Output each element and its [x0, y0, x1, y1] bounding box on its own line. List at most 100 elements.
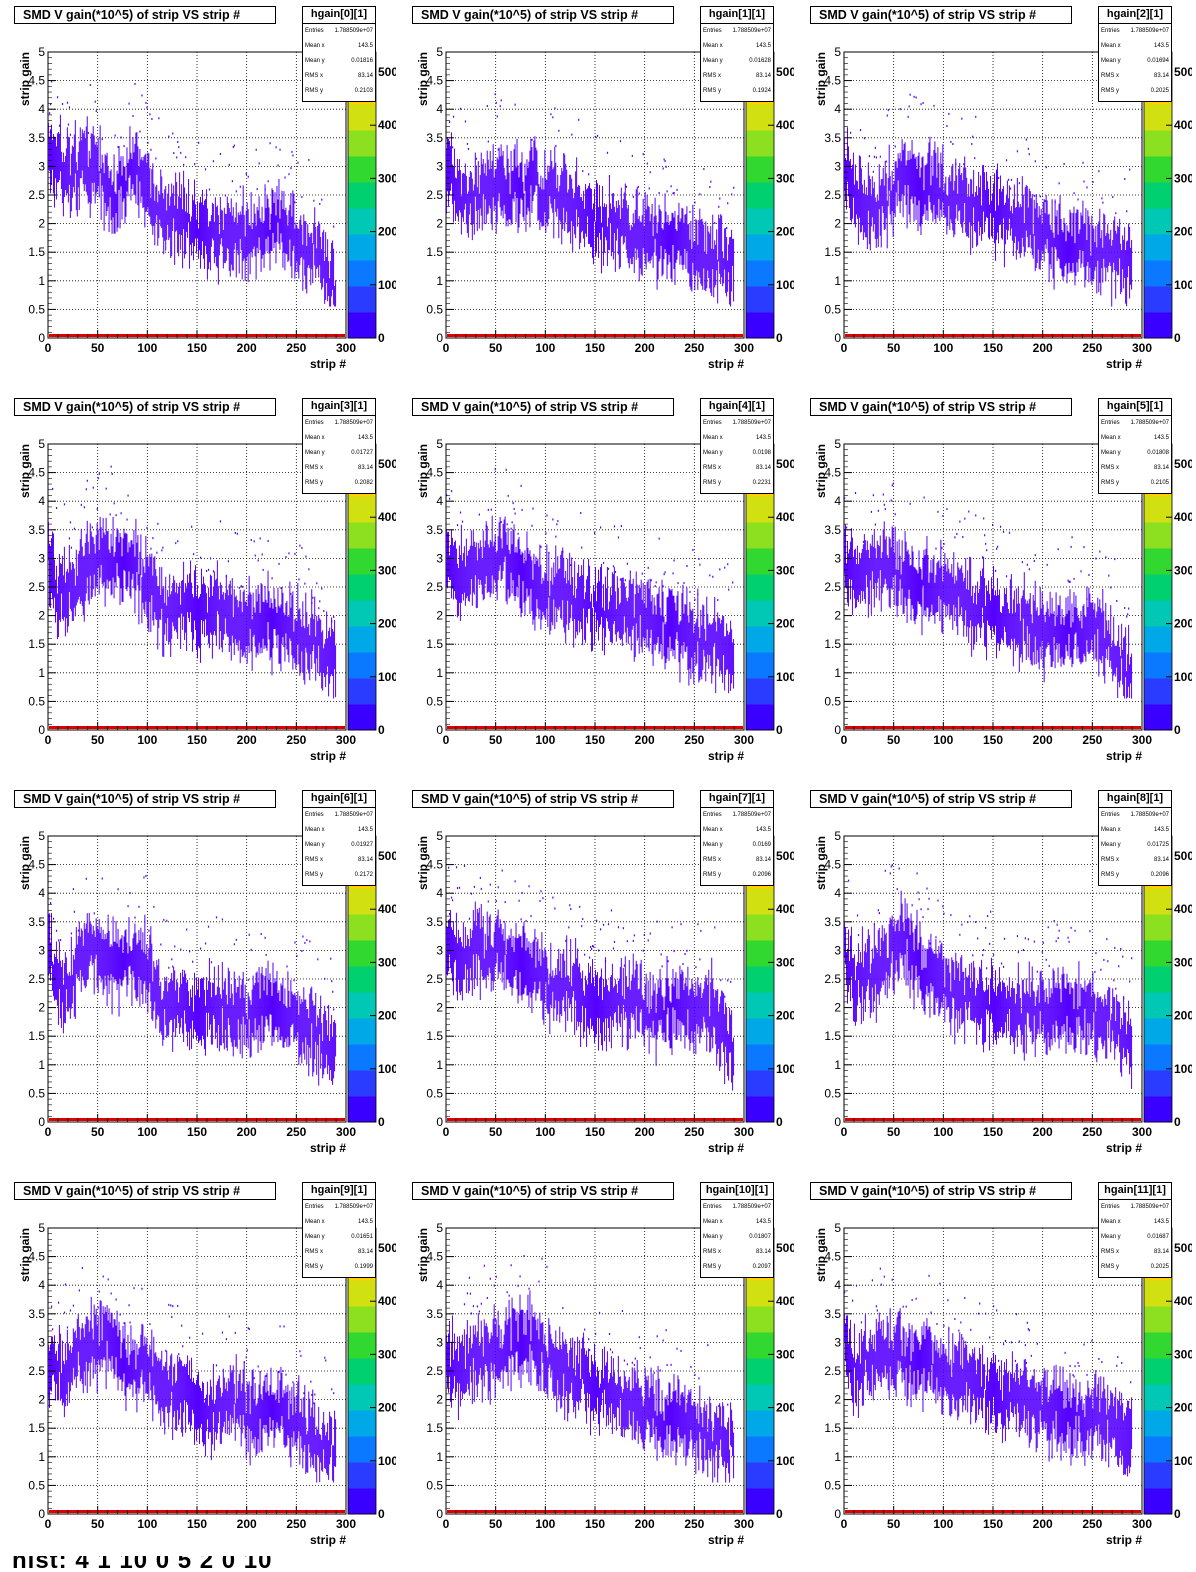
- y-tick-label: 2: [38, 609, 45, 623]
- data-point: [581, 197, 583, 233]
- data-point: [569, 174, 571, 232]
- stats-key: Mean x: [1101, 435, 1121, 441]
- data-point: [534, 136, 536, 192]
- data-point: [236, 599, 238, 643]
- y-tick-label: 4: [436, 102, 443, 116]
- histogram-panel: 0 50 100 150 200 250 300 0 0.5 1 1.5 2 2.5 3 3.5 4 4.5 5 s…: [0, 1176, 406, 1568]
- data-point: [318, 614, 320, 646]
- data-point: [871, 176, 873, 218]
- data-point: [866, 938, 868, 986]
- data-point: [280, 983, 282, 1041]
- data-point: [295, 222, 297, 272]
- data-point: [653, 990, 655, 1039]
- data-point: [53, 1335, 55, 1382]
- data-point: [109, 171, 111, 198]
- data-point: [89, 1320, 91, 1387]
- stats-key: Entries: [305, 28, 324, 34]
- data-point: [97, 477, 99, 480]
- data-point: [152, 575, 154, 621]
- data-point: [920, 167, 922, 235]
- data-point: [321, 1022, 323, 1054]
- x-tick-label: 0: [841, 341, 848, 355]
- data-point: [626, 208, 628, 258]
- stats-row-rms-x: RMS x 83.14: [1099, 461, 1171, 476]
- data-point: [310, 988, 312, 1059]
- data-point: [274, 978, 276, 1031]
- data-point: [1007, 178, 1010, 181]
- data-point: [510, 527, 512, 530]
- data-point: [993, 183, 994, 218]
- data-point: [921, 579, 923, 636]
- data-point: [1028, 961, 1030, 1028]
- data-point: [887, 109, 889, 112]
- data-point: [110, 1312, 112, 1371]
- data-point: [971, 179, 973, 226]
- data-point: [54, 1353, 56, 1401]
- data-point: [325, 1011, 327, 1068]
- data-point: [215, 916, 218, 919]
- data-point: [592, 959, 594, 1026]
- data-point: [1098, 170, 1100, 173]
- data-point: [722, 991, 724, 1042]
- y-tick-label: 2.5: [28, 188, 45, 202]
- data-point: [127, 552, 129, 588]
- data-point: [631, 974, 633, 1018]
- data-point: [1000, 191, 1002, 239]
- data-point: [109, 513, 111, 516]
- data-point: [589, 972, 591, 1035]
- data-point: [463, 865, 466, 868]
- color-bar-tick-label: 400: [776, 510, 796, 524]
- data-point: [906, 551, 908, 624]
- data-point: [99, 933, 101, 977]
- data-point: [210, 215, 212, 247]
- data-point: [1070, 982, 1072, 1045]
- data-point: [862, 193, 864, 240]
- data-point: [924, 555, 926, 611]
- data-point: [946, 958, 948, 1010]
- data-point: [297, 161, 299, 164]
- data-point: [917, 949, 919, 998]
- data-point: [1016, 603, 1018, 648]
- data-point: [729, 632, 731, 674]
- data-point: [623, 999, 625, 1021]
- data-point: [634, 594, 636, 658]
- data-point: [1016, 935, 1019, 938]
- data-point: [940, 944, 942, 1009]
- data-point: [103, 1313, 105, 1358]
- data-point: [149, 1323, 151, 1326]
- data-point: [725, 228, 727, 294]
- data-point: [860, 962, 862, 1025]
- data-point: [96, 146, 98, 193]
- data-point: [1104, 214, 1106, 268]
- data-point: [864, 540, 866, 604]
- y-tick-label: 2: [436, 217, 443, 231]
- data-point: [961, 172, 963, 228]
- stats-value: 1.788509e+07: [334, 28, 373, 34]
- data-point: [107, 914, 109, 917]
- data-point: [658, 587, 660, 654]
- data-point: [512, 502, 514, 505]
- data-point: [199, 979, 201, 1040]
- data-point: [186, 982, 188, 1032]
- y-axis-label: strip gain: [416, 444, 430, 498]
- data-point: [1130, 1018, 1132, 1068]
- color-bar-segment: [1144, 234, 1172, 261]
- data-point: [657, 593, 659, 637]
- data-point: [878, 546, 880, 601]
- data-point: [489, 914, 491, 974]
- color-bar-segment: [1144, 1070, 1172, 1097]
- data-point: [250, 1004, 252, 1057]
- data-point: [231, 578, 233, 636]
- data-point: [1068, 940, 1070, 943]
- data-point: [312, 1000, 314, 1077]
- data-point: [611, 572, 613, 644]
- data-point: [263, 602, 265, 649]
- data-point: [79, 539, 81, 604]
- color-bar-segment: [348, 234, 376, 261]
- data-point: [856, 961, 858, 1006]
- x-tick-label: 250: [1082, 341, 1102, 355]
- data-point: [901, 139, 903, 195]
- data-point: [620, 525, 623, 528]
- data-point: [519, 936, 521, 973]
- data-point: [542, 897, 544, 900]
